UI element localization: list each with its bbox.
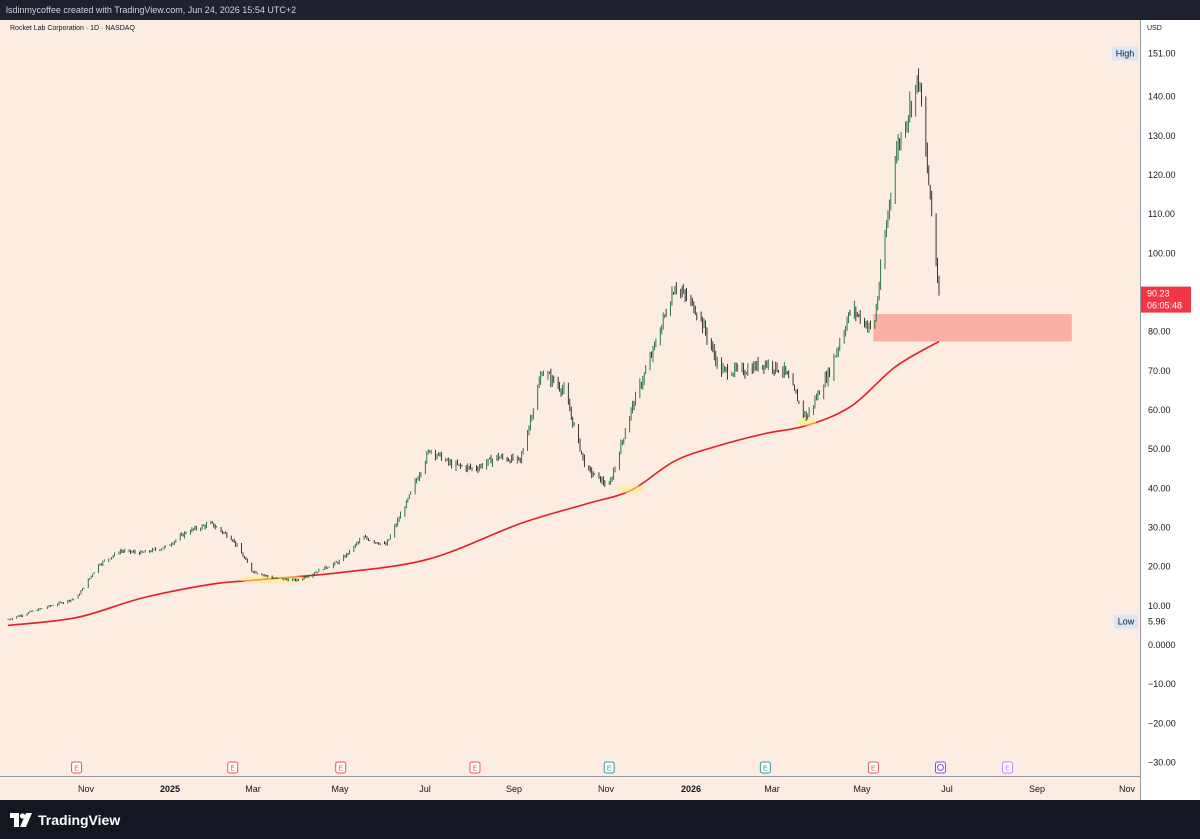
event-marker-label: E [1005, 766, 1010, 773]
ma-touch-highlight [796, 417, 817, 426]
y-tick-label: −30.00 [1148, 758, 1176, 768]
last-price-box[interactable] [1141, 286, 1191, 313]
last-price-value: 90.23 [1147, 289, 1170, 299]
currency-label: USD [1147, 25, 1162, 32]
y-tick-label: 140.00 [1148, 92, 1176, 102]
event-marker-label: E [338, 766, 343, 773]
event-marker-label: E [230, 766, 235, 773]
attribution-bar: lsdinmycoffee created with TradingView.c… [0, 0, 1200, 20]
y-tick-label: 70.00 [1148, 366, 1171, 376]
price-scale-background [1141, 20, 1200, 800]
bar-countdown: 06:05:48 [1147, 301, 1182, 311]
low-label: Low [1118, 617, 1135, 627]
event-marker[interactable] [1002, 761, 1014, 774]
x-tick-label: Mar [764, 784, 780, 794]
ma-touch-highlight [237, 575, 310, 584]
x-tick-label: May [331, 784, 349, 794]
high-label-box [1112, 46, 1138, 61]
y-tick-label: 40.00 [1148, 483, 1171, 493]
y-tick-label: 10.00 [1148, 601, 1171, 611]
event-marker[interactable] [335, 761, 347, 774]
x-tick-label: 2026 [681, 784, 701, 794]
event-marker-label: E [473, 766, 478, 773]
y-tick-label: −20.00 [1148, 718, 1176, 728]
x-tick-label: Nov [1119, 784, 1136, 794]
y-tick-label: 30.00 [1148, 523, 1171, 533]
resistance-zone[interactable] [873, 314, 1072, 342]
y-tick-label: 110.00 [1148, 209, 1175, 219]
y-tick-label: 120.00 [1148, 170, 1176, 180]
x-tick-label: Mar [245, 784, 261, 794]
x-tick-label: Sep [1029, 784, 1045, 794]
event-marker-label: E [763, 766, 768, 773]
event-marker[interactable] [759, 761, 771, 774]
event-marker-label: E [607, 766, 612, 773]
low-value: 5.96 [1148, 617, 1166, 627]
y-tick-label: 50.00 [1148, 444, 1171, 454]
event-marker-label: E [74, 766, 79, 773]
event-marker-label: E [871, 766, 876, 773]
x-tick-label: Nov [78, 784, 95, 794]
x-tick-label: Nov [598, 784, 615, 794]
event-marker[interactable] [867, 761, 879, 774]
ma-touch-highlight [617, 485, 646, 494]
event-marker[interactable] [603, 761, 615, 774]
y-tick-label: 0.0000 [1148, 640, 1176, 650]
y-tick-label: 80.00 [1148, 327, 1171, 337]
price-chart[interactable]: 140.00 130.00 120.00 110.00 100.00 80.00 70.00… [0, 20, 1200, 800]
event-marker[interactable] [934, 761, 946, 774]
y-tick-label: 60.00 [1148, 405, 1171, 415]
tradingview-logo[interactable]: TradingView [10, 810, 120, 830]
x-tick-label: Jul [941, 784, 953, 794]
chart-title: Rocket Lab Corporation · 1D · NASDAQ [10, 25, 135, 32]
tradingview-logo-icon [10, 813, 32, 827]
y-tick-label: 20.00 [1148, 562, 1171, 572]
y-tick-label: 130.00 [1148, 131, 1176, 141]
attribution-text: lsdinmycoffee created with TradingView.c… [6, 5, 297, 15]
low-label-box [1114, 614, 1138, 629]
event-marker[interactable] [227, 761, 239, 774]
event-marker[interactable] [71, 761, 83, 774]
y-tick-label: 100.00 [1148, 248, 1176, 258]
x-tick-label: Sep [506, 784, 522, 794]
x-tick-label: May [853, 784, 871, 794]
event-marker[interactable] [469, 761, 481, 774]
footer-bar: TradingView [0, 800, 1200, 839]
y-tick-label: −10.00 [1148, 679, 1176, 689]
high-label: High [1116, 49, 1135, 59]
high-value: 151.00 [1148, 49, 1176, 59]
tradingview-logo-text: TradingView [38, 812, 121, 828]
split-icon [936, 764, 944, 771]
x-tick-label: Jul [419, 784, 431, 794]
x-tick-label: 2025 [160, 784, 180, 794]
